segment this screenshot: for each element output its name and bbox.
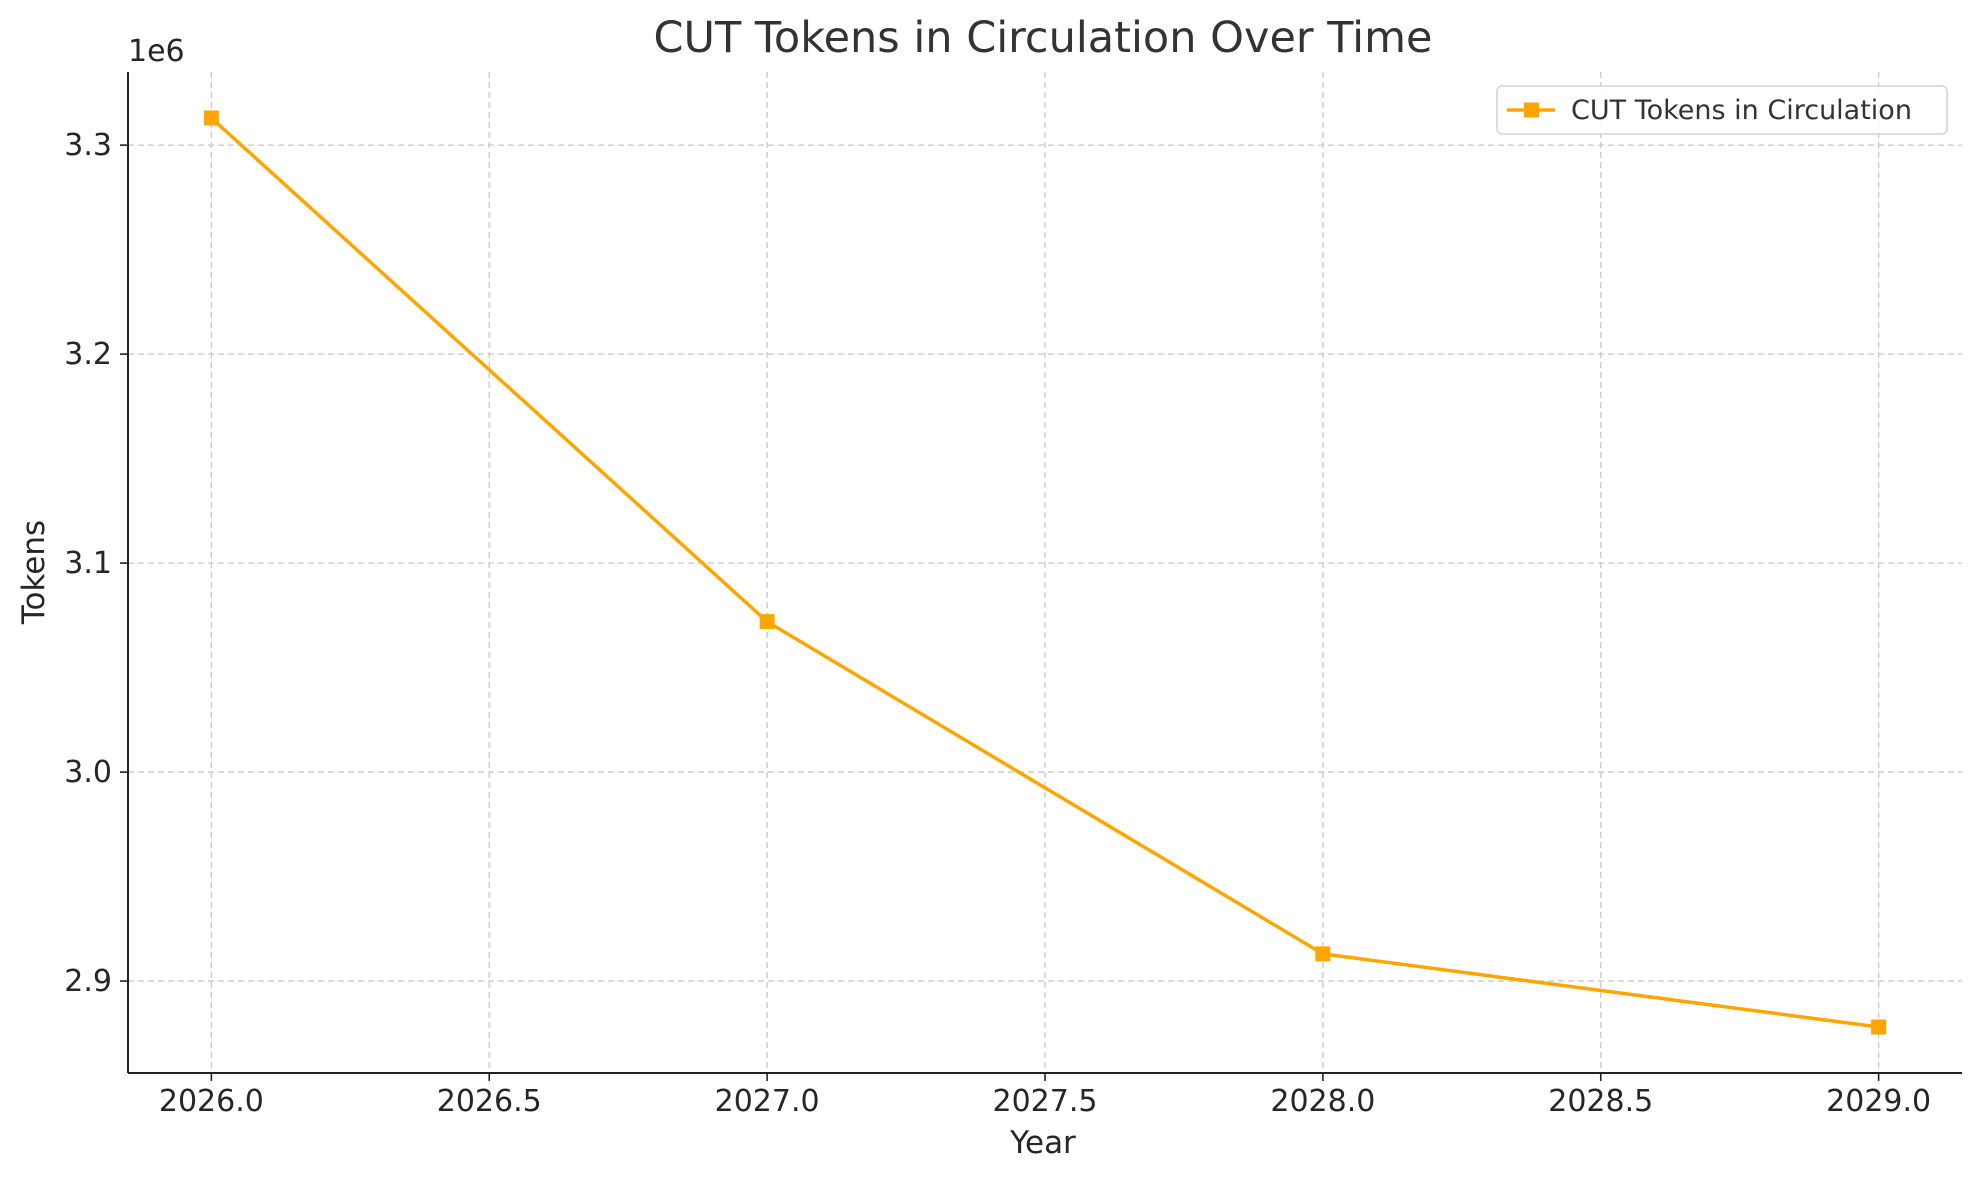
y-tick-label: 3.1 <box>64 546 112 581</box>
grid <box>128 72 1962 1073</box>
series <box>203 110 1887 1035</box>
x-tick-label: 2027.5 <box>993 1084 1098 1119</box>
legend-box <box>1496 85 1948 135</box>
data-point-marker <box>759 614 775 630</box>
x-axis-title: Year <box>1009 1125 1076 1161</box>
x-tick-label: 2026.0 <box>159 1084 264 1119</box>
y-tick-label: 3.0 <box>64 755 112 790</box>
legend: CUT Tokens in Circulation <box>1496 85 1948 135</box>
labels: CUT Tokens in Circulation Over Time Year… <box>16 13 1432 1161</box>
y-tick-label: 3.3 <box>64 128 112 163</box>
legend-label: CUT Tokens in Circulation <box>1571 95 1912 126</box>
chart-title: CUT Tokens in Circulation Over Time <box>654 13 1433 63</box>
data-point-marker <box>203 110 219 126</box>
x-tick-label: 2028.0 <box>1270 1084 1375 1119</box>
x-tick-label: 2027.0 <box>715 1084 820 1119</box>
x-tick-label: 2028.5 <box>1548 1084 1653 1119</box>
y-tick-label: 2.9 <box>64 964 112 999</box>
ticks: 2026.0 2026.5 2027.0 2027.5 2028.0 2028.5 2029… <box>64 128 1931 1119</box>
legend-marker-swatch <box>1524 102 1539 118</box>
y-axis-title: Tokens <box>16 520 52 625</box>
y-offset-label: 1e6 <box>128 34 185 69</box>
y-tick-label: 3.2 <box>64 337 112 372</box>
x-tick-label: 2026.5 <box>437 1084 542 1119</box>
series-line <box>210 116 1879 1029</box>
x-tick-label: 2029.0 <box>1826 1084 1931 1119</box>
data-point-marker <box>1315 946 1331 962</box>
data-point-marker <box>1871 1019 1887 1035</box>
